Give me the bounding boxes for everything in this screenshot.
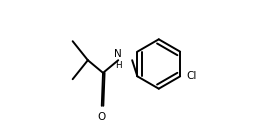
Text: O: O xyxy=(98,112,106,122)
Text: H: H xyxy=(115,61,122,71)
Text: N: N xyxy=(114,49,122,59)
Text: Cl: Cl xyxy=(187,71,197,81)
